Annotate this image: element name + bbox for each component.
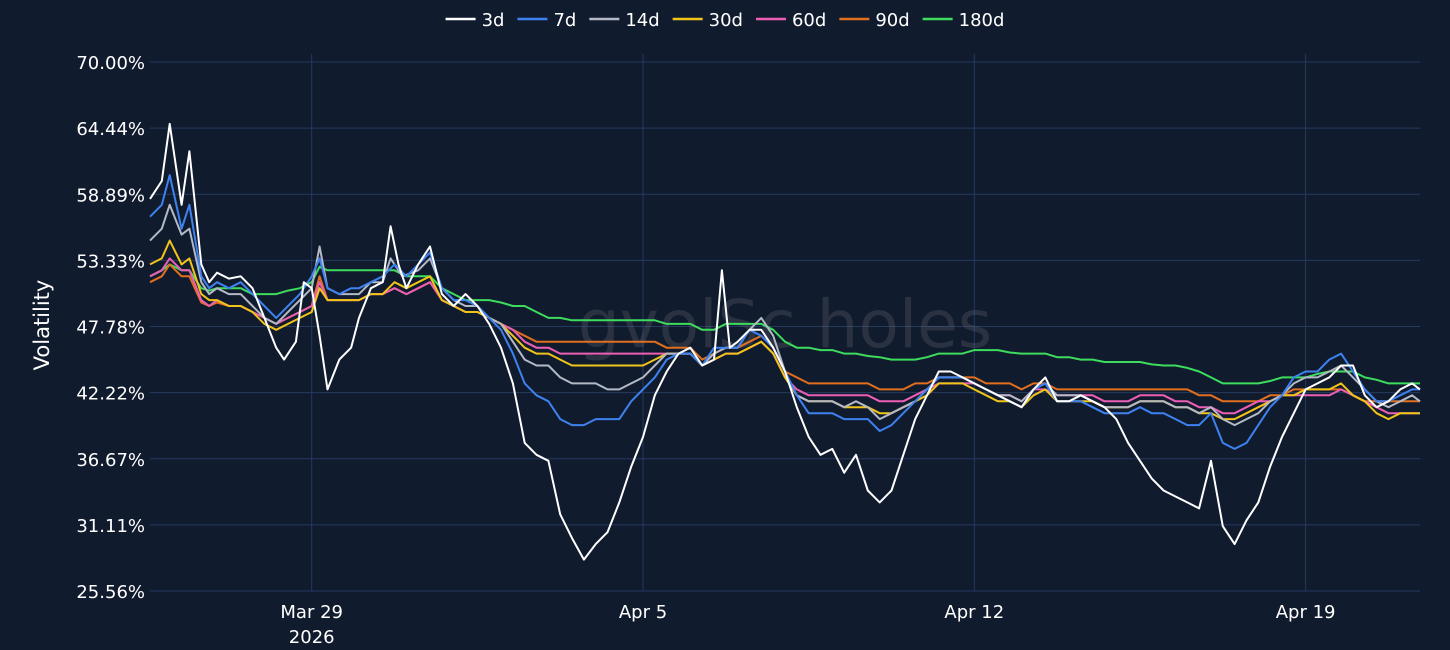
x-tick-sublabel: 2026 <box>289 627 335 648</box>
legend-label: 14d <box>625 10 659 31</box>
y-tick-label: 25.56% <box>76 582 145 603</box>
series-line-3d <box>149 122 1421 561</box>
legend-item-30d[interactable]: 30d <box>672 10 743 31</box>
series-line-180d <box>149 263 1420 385</box>
x-tick-label: Mar 29 <box>280 602 343 623</box>
x-tick-label: Apr 12 <box>944 602 1004 623</box>
y-tick-label: 47.78% <box>76 318 145 339</box>
y-tick-label: 70.00% <box>76 53 145 74</box>
legend-label: 90d <box>875 10 909 31</box>
y-tick-label: 58.89% <box>76 185 145 206</box>
legend-item-14d[interactable]: 14d <box>589 10 660 31</box>
x-axis: Mar 29 2026 Apr 5 Apr 12 Apr 19 <box>280 602 1335 648</box>
legend-item-90d[interactable]: 90d <box>839 10 910 31</box>
y-tick-label: 53.33% <box>76 251 145 272</box>
legend-label: 7d <box>553 10 576 31</box>
y-tick-label: 64.44% <box>76 119 145 140</box>
legend-label: 30d <box>709 10 743 31</box>
x-tick-label: Apr 5 <box>619 602 667 623</box>
gridlines <box>150 54 1420 592</box>
legend: 3d 7d 14d 30d 60d 90d 180d <box>445 10 1005 31</box>
y-axis-label: Volatility <box>30 280 54 371</box>
y-tick-label: 36.67% <box>76 450 145 471</box>
series-line-30d <box>149 239 1420 421</box>
series-layer <box>149 122 1421 561</box>
y-tick-label: 31.11% <box>76 516 145 537</box>
legend-item-60d[interactable]: 60d <box>755 10 826 31</box>
legend-item-180d[interactable]: 180d <box>922 10 1005 31</box>
watermark: gvolSc holes <box>578 286 992 363</box>
series-line-14d <box>149 203 1421 427</box>
legend-label: 60d <box>792 10 826 31</box>
legend-item-3d[interactable]: 3d <box>445 10 505 31</box>
x-tick-label: Apr 19 <box>1276 602 1336 623</box>
legend-label: 180d <box>959 10 1005 31</box>
y-tick-label: 42.22% <box>76 384 145 405</box>
legend-item-7d[interactable]: 7d <box>517 10 576 31</box>
y-axis: 70.00% 64.44% 58.89% 53.33% 47.78% 42.22% 36.6… <box>76 53 145 603</box>
legend-label: 3d <box>482 10 505 31</box>
